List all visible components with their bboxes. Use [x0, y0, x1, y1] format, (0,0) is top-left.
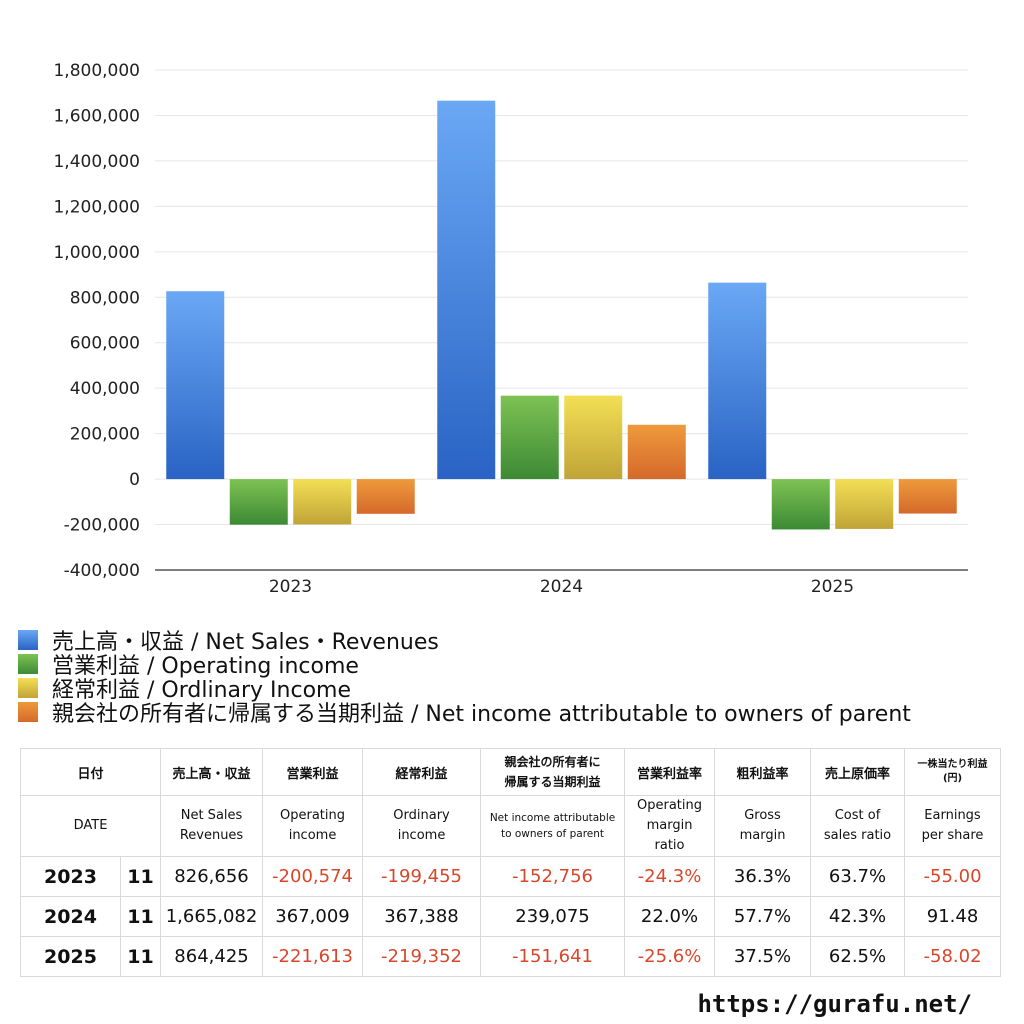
- th-op-en: Operating income: [262, 795, 364, 857]
- th-sales-en: Net Sales Revenues: [160, 795, 264, 857]
- legend-item-ordinary-income: 経常利益 / Ordlinary Income: [18, 676, 911, 703]
- cell-op: 367,009: [262, 896, 364, 937]
- cell-cos: 42.3%: [810, 896, 906, 937]
- cell-month: 11: [119, 936, 162, 977]
- bar-net-income-2024: [627, 424, 686, 480]
- cell-year: 2023: [20, 856, 121, 897]
- x-tick-label: 2024: [540, 577, 583, 597]
- cell-opm: 22.0%: [624, 896, 716, 937]
- th-ord-en: Ordinary income: [362, 795, 482, 857]
- th-opm-jp: 営業利益率: [624, 748, 716, 796]
- bar-operating-income-2024: [500, 395, 559, 480]
- th-cos-en: Cost of sales ratio: [810, 795, 906, 857]
- bar-ordinary-income-2023: [293, 479, 352, 525]
- cell-month: 11: [119, 856, 162, 897]
- table-header-en: DATE Net Sales Revenues Operating income O…: [19, 795, 1002, 857]
- bar-net-income-2025: [898, 479, 957, 514]
- cell-ord: -219,352: [362, 936, 482, 977]
- bar-operating-income-2025: [771, 479, 830, 530]
- table-row: 2025 11 864,425 -221,613 -219,352 -151,641 -25…: [20, 936, 1002, 977]
- th-ord-jp: 経常利益: [362, 748, 482, 796]
- th-eps-jp: 一株当たり利益 (円): [904, 748, 1002, 796]
- th-gm-jp: 粗利益率: [714, 748, 812, 796]
- y-tick-label: 1,200,000: [53, 197, 140, 217]
- cell-year: 2024: [20, 896, 121, 937]
- y-tick-label: -200,000: [64, 516, 140, 536]
- cell-sales: 826,656: [160, 856, 264, 897]
- cell-net: -152,756: [480, 856, 626, 897]
- cell-op: -221,613: [262, 936, 364, 977]
- bar-net-income-2023: [356, 479, 415, 514]
- legend-item-net-sales: 売上高・収益 / Net Sales・Revenues: [18, 628, 911, 655]
- site-url: https://gurafu.net/: [697, 990, 972, 1018]
- legend-label: 売上高・収益 / Net Sales・Revenues: [52, 630, 439, 655]
- cell-cos: 63.7%: [810, 856, 906, 897]
- cell-sales: 864,425: [160, 936, 264, 977]
- bar-ordinary-income-2024: [564, 395, 623, 480]
- cell-ord: 367,388: [362, 896, 482, 937]
- y-tick-label: 0: [129, 470, 140, 490]
- th-net-jp: 親会社の所有者に 帰属する当期利益: [480, 748, 626, 796]
- cell-eps: 91.48: [904, 896, 1002, 937]
- y-tick-label: 400,000: [70, 379, 140, 399]
- cell-ord: -199,455: [362, 856, 482, 897]
- bar-operating-income-2023: [229, 479, 288, 525]
- legend-item-operating-income: 営業利益 / Operating income: [18, 652, 911, 679]
- th-date-en: DATE: [19, 795, 162, 857]
- y-tick-label: 1,000,000: [53, 243, 140, 263]
- y-tick-label: 1,400,000: [53, 152, 140, 172]
- th-op-jp: 営業利益: [262, 748, 364, 796]
- y-tick-label: 1,600,000: [53, 106, 140, 126]
- table-row: 2024 11 1,665,082 367,009 367,388 239,075 22.0…: [20, 896, 1002, 937]
- cell-month: 11: [119, 896, 162, 937]
- table-row: 2023 11 826,656 -200,574 -199,455 -152,756 -24…: [20, 856, 1002, 897]
- legend-label: 親会社の所有者に帰属する当期利益 / Net income attributab…: [52, 702, 911, 727]
- cell-net: -151,641: [480, 936, 626, 977]
- legend-label: 経常利益 / Ordlinary Income: [52, 678, 351, 703]
- legend-swatch-ordinary-income: [18, 678, 38, 698]
- x-tick-label: 2023: [269, 577, 312, 597]
- cell-eps: -55.00: [904, 856, 1002, 897]
- bar-net-sales-2025: [708, 282, 767, 480]
- x-tick-label: 2025: [811, 577, 854, 597]
- cell-net: 239,075: [480, 896, 626, 937]
- y-tick-label: 1,800,000: [53, 61, 140, 81]
- cell-op: -200,574: [262, 856, 364, 897]
- table-header-jp: 日付 売上高・収益 営業利益 経常利益 親会社の所有者に 帰属する当期利益 営業利…: [19, 748, 1002, 796]
- chart-legend: 売上高・収益 / Net Sales・Revenues 営業利益 / Opera…: [18, 628, 911, 727]
- th-opm-en: Operating margin ratio: [624, 795, 716, 857]
- cell-cos: 62.5%: [810, 936, 906, 977]
- y-tick-label: 200,000: [70, 425, 140, 445]
- legend-label: 営業利益 / Operating income: [52, 654, 359, 679]
- cell-opm: -24.3%: [624, 856, 716, 897]
- cell-gm: 57.7%: [714, 896, 812, 937]
- cell-year: 2025: [20, 936, 121, 977]
- y-tick-label: 600,000: [70, 334, 140, 354]
- y-tick-label: 800,000: [70, 288, 140, 308]
- th-eps-en: Earnings per share: [904, 795, 1002, 857]
- th-sales-jp: 売上高・収益: [160, 748, 264, 796]
- th-cos-jp: 売上原価率: [810, 748, 906, 796]
- cell-gm: 36.3%: [714, 856, 812, 897]
- bar-ordinary-income-2025: [835, 479, 894, 529]
- y-tick-label: -400,000: [64, 561, 140, 581]
- legend-swatch-net-sales: [18, 630, 38, 650]
- cell-sales: 1,665,082: [160, 896, 264, 937]
- th-net-en: Net income attributable to owners of pare…: [480, 795, 626, 857]
- legend-swatch-operating-income: [18, 654, 38, 674]
- th-gm-en: Gross margin: [714, 795, 812, 857]
- bar-net-sales-2023: [166, 291, 225, 480]
- cell-gm: 37.5%: [714, 936, 812, 977]
- cell-eps: -58.02: [904, 936, 1002, 977]
- th-date-jp: 日付: [19, 748, 162, 796]
- cell-opm: -25.6%: [624, 936, 716, 977]
- financial-table: 日付 売上高・収益 営業利益 経常利益 親会社の所有者に 帰属する当期利益 営業利…: [19, 748, 1002, 977]
- bar-chart: -400,000 -200,000 0 200,000 400,000 600,000 80…: [53, 61, 968, 597]
- legend-swatch-net-income: [18, 702, 38, 722]
- legend-item-net-income: 親会社の所有者に帰属する当期利益 / Net income attributab…: [18, 700, 911, 727]
- bar-net-sales-2024: [437, 100, 496, 480]
